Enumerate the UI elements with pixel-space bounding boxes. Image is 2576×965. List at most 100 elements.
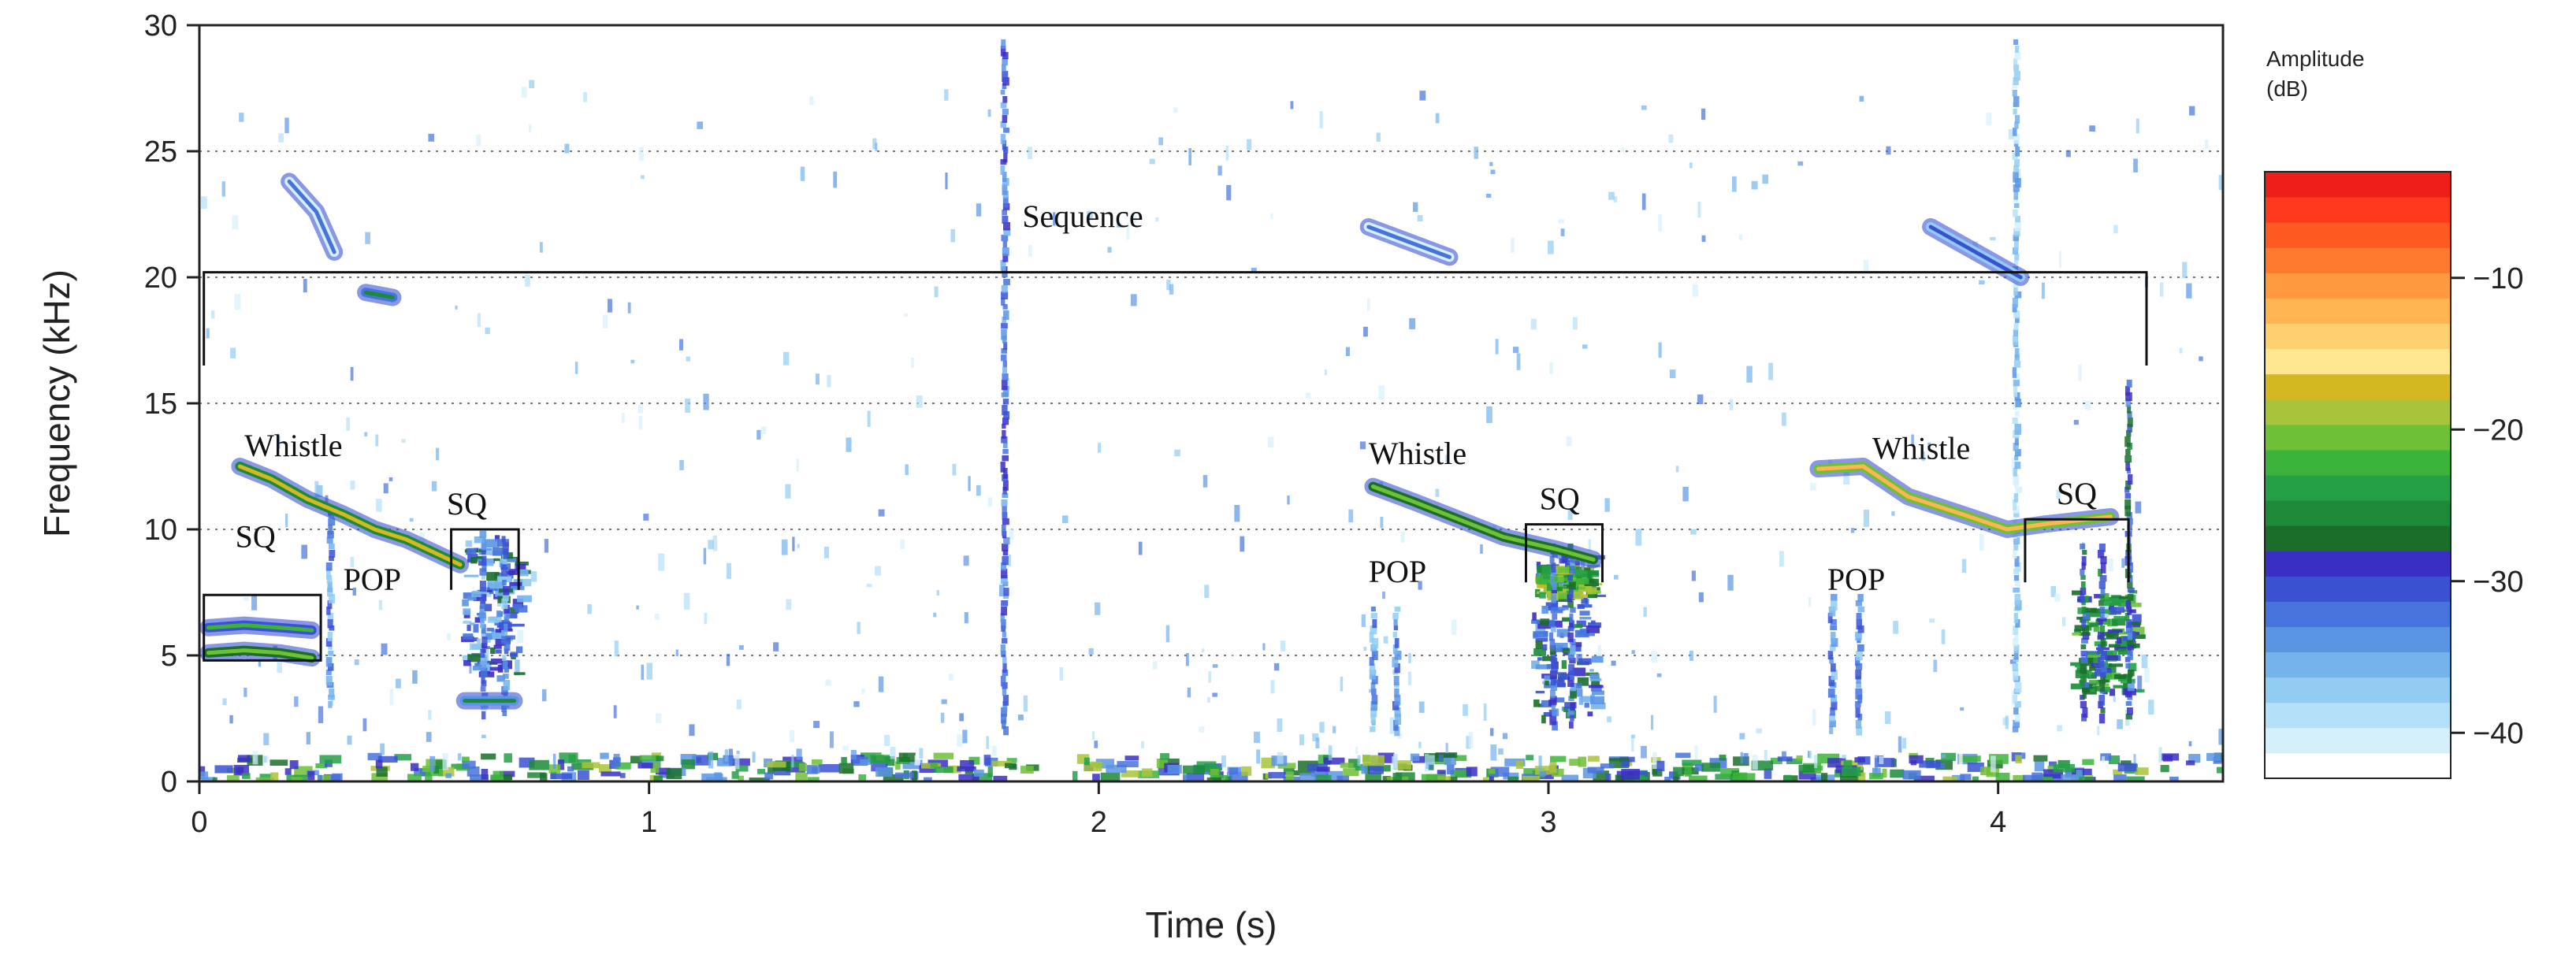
noise-cell bbox=[1100, 772, 1121, 781]
noise-cell bbox=[2053, 763, 2076, 773]
speckle bbox=[352, 587, 357, 596]
speckle bbox=[2182, 262, 2188, 279]
whistle-core bbox=[1816, 464, 2113, 532]
energy-blob bbox=[463, 633, 474, 640]
speckle bbox=[381, 643, 388, 655]
vertical-streak bbox=[1567, 632, 1574, 643]
vertical-streak bbox=[503, 674, 509, 679]
vertical-streak bbox=[1830, 695, 1837, 703]
vertical-streak bbox=[327, 613, 334, 620]
noise-cell bbox=[987, 766, 993, 778]
vertical-streak bbox=[1002, 418, 1009, 425]
noise-cell bbox=[2113, 774, 2127, 781]
energy-blob bbox=[504, 635, 515, 640]
noise-cell bbox=[2161, 753, 2180, 761]
noise-cell bbox=[991, 760, 1012, 766]
speckle bbox=[785, 484, 791, 499]
speckle bbox=[1273, 663, 1280, 671]
vertical-streak bbox=[503, 548, 508, 559]
vertical-streak bbox=[1856, 619, 1862, 630]
annotation-brackets bbox=[203, 271, 2148, 662]
annotation-sq: SQ bbox=[236, 518, 276, 554]
speckle bbox=[1315, 737, 1320, 749]
speckle bbox=[1566, 436, 1572, 447]
speckle bbox=[1116, 223, 1121, 228]
colorbar-swatch bbox=[2265, 651, 2451, 678]
speckle bbox=[797, 544, 800, 548]
speckle bbox=[773, 642, 779, 651]
annotation-sq: SQ bbox=[1540, 481, 1580, 516]
speckle bbox=[457, 753, 462, 761]
speckle bbox=[1768, 362, 1774, 380]
noise-cell bbox=[319, 755, 342, 764]
speckle bbox=[383, 483, 388, 494]
vertical-streak bbox=[1370, 707, 1377, 718]
vertical-streak bbox=[2013, 443, 2019, 451]
vertical-streak bbox=[2014, 222, 2021, 232]
vertical-streak bbox=[2082, 670, 2087, 681]
vertical-streak bbox=[1371, 676, 1378, 685]
vertical-streak bbox=[1855, 657, 1860, 666]
energy-blob bbox=[1590, 620, 1596, 625]
vertical-streak bbox=[1549, 644, 1556, 655]
speckle bbox=[679, 459, 684, 470]
noise-cell bbox=[539, 773, 548, 781]
noise-cell bbox=[1437, 770, 1446, 777]
vertical-streak bbox=[2014, 556, 2020, 567]
energy-blob bbox=[484, 559, 494, 566]
energy-blob bbox=[1544, 682, 1555, 688]
speckle bbox=[1319, 722, 1325, 733]
speckle bbox=[872, 138, 877, 150]
energy-blob bbox=[1583, 633, 1595, 637]
speckle bbox=[2218, 175, 2223, 191]
energy-blob bbox=[1570, 645, 1582, 652]
noise-cell bbox=[433, 766, 440, 774]
noise-cell bbox=[1285, 771, 1295, 781]
noise-cell bbox=[2222, 752, 2223, 763]
vertical-streak bbox=[1551, 702, 1556, 710]
noise-cell bbox=[653, 775, 663, 781]
vertical-streak bbox=[2013, 651, 2019, 660]
speckle bbox=[1417, 215, 1423, 222]
energy-blob bbox=[1531, 660, 1540, 669]
speckle bbox=[455, 306, 458, 310]
speckle bbox=[1608, 191, 1615, 200]
noise-cell bbox=[1551, 768, 1564, 778]
y-axis-title: Frequency (kHz) bbox=[36, 269, 77, 537]
vertical-streak bbox=[2125, 449, 2131, 456]
energy-blob bbox=[512, 603, 523, 609]
energy-blob bbox=[2103, 619, 2109, 625]
vertical-streak bbox=[325, 676, 333, 686]
vertical-streak bbox=[1002, 317, 1007, 324]
vertical-streak bbox=[1002, 550, 1009, 556]
noise-cell bbox=[582, 762, 600, 769]
speckle bbox=[640, 175, 645, 180]
speckle bbox=[477, 313, 481, 328]
noise-cell bbox=[1159, 758, 1180, 768]
speckle bbox=[350, 366, 354, 381]
speckle bbox=[610, 187, 614, 193]
speckle bbox=[346, 417, 350, 431]
noise-cell bbox=[332, 773, 343, 781]
vertical-streak bbox=[1392, 657, 1399, 668]
vertical-streak bbox=[1552, 581, 1557, 591]
vertical-streak bbox=[501, 686, 508, 696]
energy-blob bbox=[1553, 587, 1563, 592]
speckle bbox=[796, 748, 802, 760]
energy-blob bbox=[507, 558, 516, 562]
energy-blob bbox=[515, 561, 529, 566]
speckle bbox=[1490, 744, 1497, 761]
noise-cell bbox=[1673, 776, 1679, 781]
speckle bbox=[2117, 719, 2124, 729]
speckle bbox=[1008, 555, 1011, 566]
vertical-streak bbox=[2100, 556, 2107, 565]
noise-cell bbox=[481, 768, 489, 780]
vertical-streak bbox=[325, 569, 331, 580]
noise-cell bbox=[619, 773, 626, 778]
noise-cell bbox=[1652, 764, 1658, 775]
vertical-streak bbox=[1002, 455, 1009, 462]
energy-blob bbox=[1541, 566, 1556, 575]
speckle bbox=[1418, 581, 1422, 590]
speckle bbox=[2017, 169, 2021, 185]
noise-cell bbox=[637, 763, 653, 769]
